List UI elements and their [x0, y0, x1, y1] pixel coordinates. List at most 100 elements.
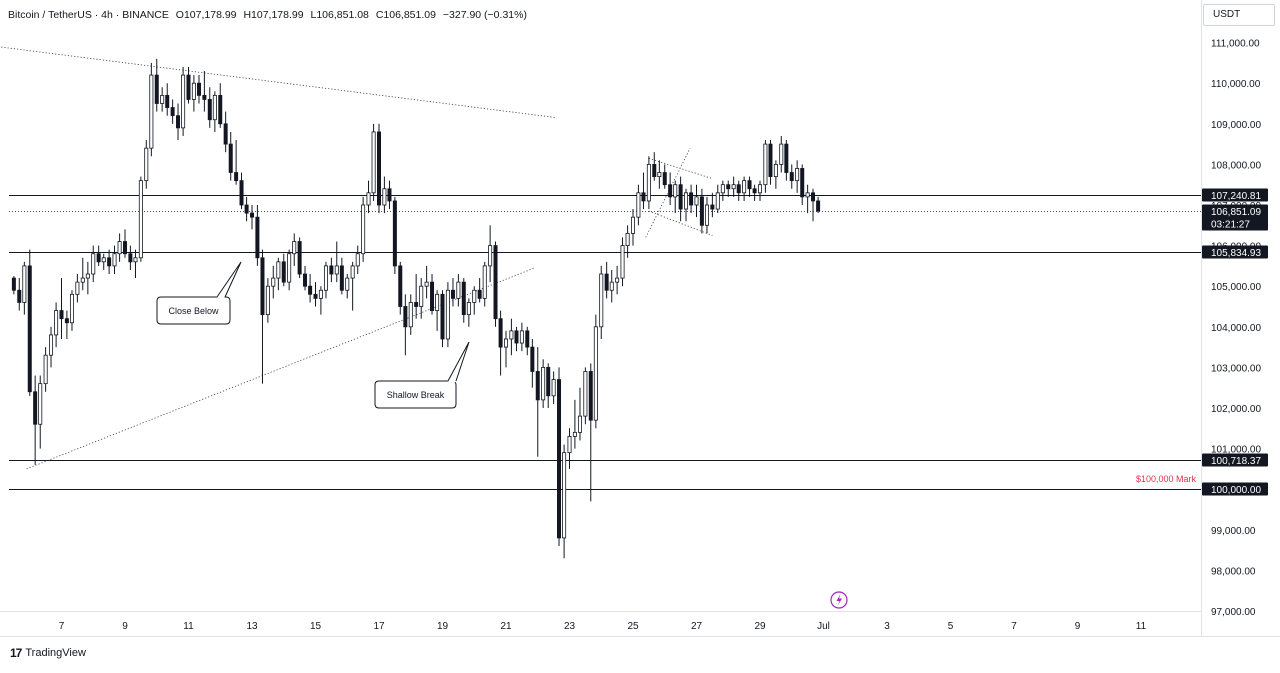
candle[interactable]	[477, 278, 482, 303]
candle[interactable]	[212, 91, 217, 132]
candle[interactable]	[541, 359, 546, 408]
tradingview-logo[interactable]: 17 TradingView	[10, 646, 86, 660]
candle[interactable]	[303, 265, 308, 291]
candle[interactable]	[334, 241, 339, 283]
candle[interactable]	[567, 428, 572, 469]
candle[interactable]	[27, 249, 32, 396]
candle[interactable]	[546, 363, 551, 408]
candle[interactable]	[641, 172, 646, 210]
candle[interactable]	[763, 140, 768, 193]
candle[interactable]	[768, 140, 773, 185]
candle[interactable]	[657, 160, 662, 189]
candle[interactable]	[260, 249, 265, 384]
candle[interactable]	[557, 367, 562, 547]
candle[interactable]	[689, 184, 694, 214]
candle[interactable]	[170, 99, 175, 124]
candle[interactable]	[747, 176, 752, 197]
trendline-upper-resistance[interactable]	[0, 46, 557, 119]
candle[interactable]	[297, 237, 302, 279]
candle[interactable]	[133, 249, 138, 279]
trendline-pole[interactable]	[645, 147, 691, 238]
candle[interactable]	[805, 184, 810, 214]
candle[interactable]	[387, 180, 392, 210]
candle[interactable]	[704, 196, 709, 234]
candle[interactable]	[593, 314, 598, 429]
candle[interactable]	[535, 347, 540, 457]
candle[interactable]	[80, 257, 85, 291]
candle[interactable]	[604, 261, 609, 299]
candle[interactable]	[509, 318, 514, 356]
candle[interactable]	[466, 298, 471, 327]
candle[interactable]	[419, 278, 424, 319]
candle[interactable]	[371, 123, 376, 201]
candle[interactable]	[228, 131, 233, 181]
candle[interactable]	[318, 286, 323, 315]
candle[interactable]	[816, 196, 821, 214]
candle[interactable]	[234, 140, 239, 185]
price-tag[interactable]: 100,718.37	[1202, 453, 1268, 468]
candle[interactable]	[403, 294, 408, 356]
candle[interactable]	[308, 274, 313, 303]
candle[interactable]	[181, 66, 186, 136]
candle[interactable]	[408, 294, 413, 335]
candle[interactable]	[361, 196, 366, 262]
candle[interactable]	[329, 257, 334, 283]
candle[interactable]	[49, 326, 54, 368]
candle[interactable]	[736, 180, 741, 201]
candle[interactable]	[276, 257, 281, 291]
candle[interactable]	[101, 253, 106, 270]
candle[interactable]	[525, 326, 530, 356]
candle[interactable]	[218, 83, 223, 128]
candle[interactable]	[154, 58, 159, 112]
candle[interactable]	[128, 245, 133, 270]
candle[interactable]	[599, 265, 604, 339]
candle[interactable]	[202, 71, 207, 112]
shallow-break-callout[interactable]: Shallow Break	[374, 341, 470, 409]
candle[interactable]	[382, 176, 387, 214]
price-tag[interactable]: 100,000.00	[1202, 482, 1268, 497]
candle[interactable]	[271, 265, 276, 299]
candle[interactable]	[117, 233, 122, 262]
candle[interactable]	[562, 444, 567, 559]
close-below-callout[interactable]: Close Below	[156, 261, 242, 325]
candle[interactable]	[710, 192, 715, 218]
candle[interactable]	[493, 241, 498, 327]
candle[interactable]	[38, 375, 43, 449]
candle[interactable]	[503, 330, 508, 368]
candle[interactable]	[265, 278, 270, 323]
candle[interactable]	[207, 87, 212, 128]
price-tag[interactable]: 107,240.81	[1202, 188, 1268, 203]
candle[interactable]	[678, 176, 683, 222]
candle[interactable]	[609, 269, 614, 303]
candle[interactable]	[720, 180, 725, 201]
candle[interactable]	[498, 310, 503, 376]
candle[interactable]	[244, 196, 249, 222]
candle[interactable]	[430, 274, 435, 315]
candle[interactable]	[138, 176, 143, 262]
trendline-flag-upper[interactable]	[648, 157, 713, 179]
candle[interactable]	[149, 62, 154, 157]
candle[interactable]	[456, 274, 461, 307]
candle[interactable]	[59, 278, 64, 339]
candle[interactable]	[625, 225, 630, 258]
candle[interactable]	[588, 363, 593, 502]
candle[interactable]	[11, 276, 16, 295]
candle[interactable]	[445, 282, 450, 348]
candle[interactable]	[123, 229, 128, 258]
candle[interactable]	[414, 274, 419, 319]
candle[interactable]	[646, 156, 651, 210]
candle[interactable]	[440, 290, 445, 348]
candle[interactable]	[339, 257, 344, 295]
candle[interactable]	[43, 347, 48, 392]
candle[interactable]	[726, 180, 731, 197]
candle[interactable]	[223, 111, 228, 153]
candle[interactable]	[731, 176, 736, 197]
candle[interactable]	[424, 265, 429, 299]
candle[interactable]	[186, 66, 191, 104]
candle[interactable]	[392, 196, 397, 275]
candle[interactable]	[636, 184, 641, 226]
candle[interactable]	[255, 205, 260, 266]
candle[interactable]	[144, 140, 149, 189]
candle[interactable]	[631, 209, 636, 246]
